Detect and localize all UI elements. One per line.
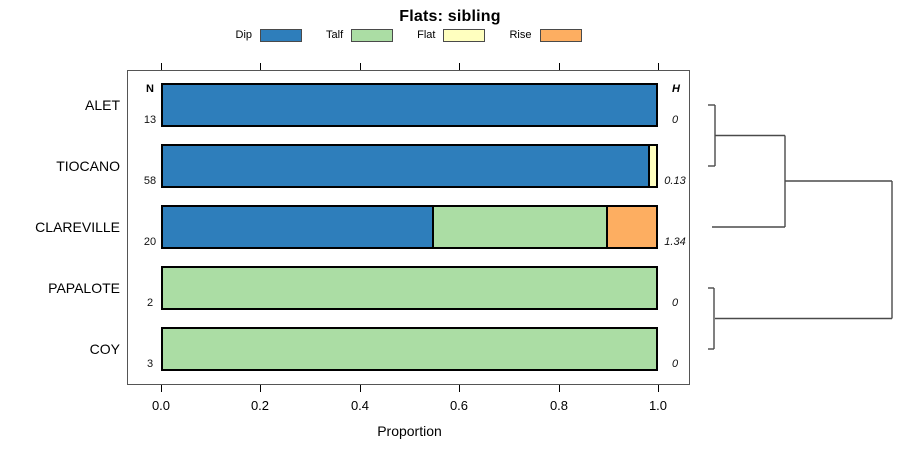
x-axis-tick-bottom [459, 385, 460, 392]
h-value: 0 [671, 358, 679, 370]
x-axis-tick-label: 0.0 [151, 398, 171, 413]
legend-item-rise: Rise [509, 28, 582, 42]
legend-item-flat: Flat [417, 28, 486, 42]
n-value: 13 [143, 114, 157, 126]
x-axis-tick-bottom [161, 385, 162, 392]
n-column-header: N [146, 83, 154, 95]
chart-title: Flats: sibling [399, 8, 501, 25]
x-axis-tick-top [161, 63, 162, 70]
legend-swatch [351, 28, 394, 42]
h-value: 0 [671, 297, 679, 309]
legend-item-talf: Talf [326, 28, 394, 42]
legend-item-dip: Dip [235, 28, 303, 42]
legend-label: Rise [509, 29, 532, 41]
n-value: 58 [143, 175, 157, 187]
bar-segment-dip [161, 205, 435, 249]
y-axis-label-tiocano: TIOCANO [56, 158, 120, 174]
x-axis-tick-label: 0.8 [549, 398, 569, 413]
x-axis-tick-label: 1.0 [648, 398, 668, 413]
x-axis-tick-bottom [559, 385, 560, 392]
bar-segment-dip [161, 83, 658, 127]
bar-segment-flat [647, 144, 658, 188]
y-axis-label-clareville: CLAREVILLE [35, 219, 120, 235]
n-value: 20 [143, 236, 157, 248]
h-value: 1.34 [664, 236, 686, 248]
x-axis-tick-top [260, 63, 261, 70]
bar-segment-talf [161, 327, 658, 371]
y-axis-label-alet: ALET [84, 97, 120, 113]
legend-swatch [443, 28, 486, 42]
h-value: 0.13 [664, 175, 686, 187]
x-axis-tick-label: 0.6 [449, 398, 469, 413]
legend-label: Dip [235, 29, 253, 41]
h-column-header: H [672, 83, 680, 95]
x-axis-tick-top [658, 63, 659, 70]
h-value: 0 [671, 114, 679, 126]
y-axis-label-papalote: PAPALOTE [48, 280, 120, 296]
x-axis-title: Proportion [377, 423, 442, 439]
bar-segment-talf [432, 205, 609, 249]
legend-label: Flat [417, 29, 436, 41]
x-axis-tick-top [559, 63, 560, 70]
x-axis-tick-bottom [658, 385, 659, 392]
legend-swatch [539, 28, 582, 42]
legend: Dip Talf Flat Rise [127, 26, 690, 44]
x-axis-tick-top [459, 63, 460, 70]
bar-segment-rise [606, 205, 658, 249]
x-axis-tick-bottom [260, 385, 261, 392]
x-axis-tick-label: 0.4 [350, 398, 370, 413]
x-axis-tick-label: 0.2 [250, 398, 270, 413]
bar-segment-talf [161, 266, 658, 310]
n-value: 3 [146, 358, 154, 370]
y-axis-label-coy: COY [89, 341, 120, 357]
n-value: 2 [146, 297, 154, 309]
bar-segment-dip [161, 144, 650, 188]
legend-swatch [260, 28, 303, 42]
legend-label: Talf [326, 29, 344, 41]
x-axis-tick-bottom [360, 385, 361, 392]
x-axis-tick-top [360, 63, 361, 70]
